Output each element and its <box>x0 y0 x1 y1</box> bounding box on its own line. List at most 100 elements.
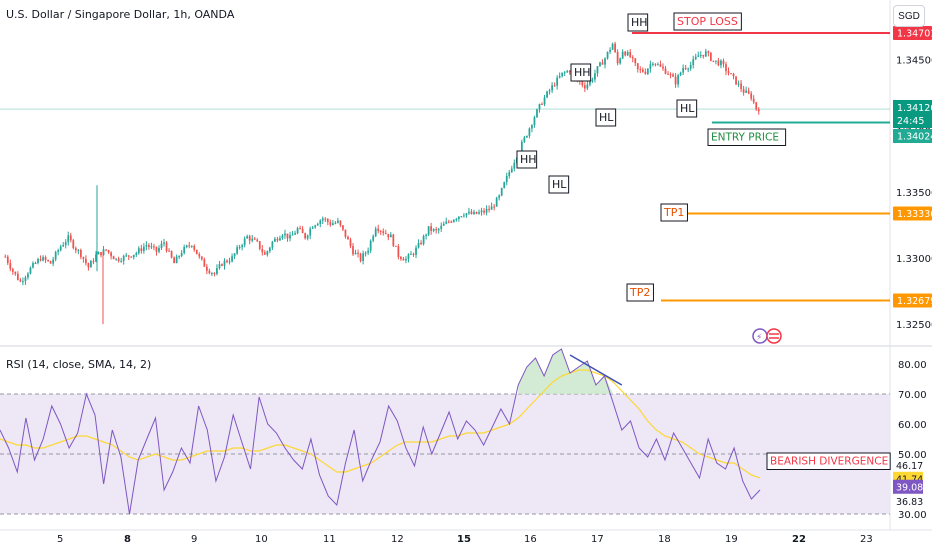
time-tick-label: 15 <box>457 534 471 545</box>
candle-body <box>284 233 286 236</box>
hl-label-3: HL <box>552 178 567 191</box>
candle-body <box>286 233 289 239</box>
candle-body <box>520 141 523 152</box>
candle-body <box>95 254 97 262</box>
currency-button[interactable]: SGD <box>893 5 925 27</box>
candle-body <box>268 247 271 252</box>
candle-body <box>712 60 715 62</box>
candle-body <box>24 277 27 282</box>
candle-body <box>498 195 501 198</box>
current-price-tag: 1.34126 <box>897 103 932 114</box>
candle-body <box>213 273 216 275</box>
candle-body <box>271 241 274 248</box>
candle-body <box>614 43 616 52</box>
candle-body <box>135 253 138 255</box>
rsi-purple-tag: 39.08 <box>896 482 923 493</box>
candle-body <box>417 242 420 248</box>
candle-body <box>331 223 334 226</box>
candle-body <box>394 245 397 247</box>
candle-body <box>178 256 181 258</box>
candle-body <box>163 242 165 244</box>
time-tick-label: 22 <box>792 534 806 545</box>
candle-body <box>374 228 377 237</box>
time-tick-label: 5 <box>57 534 63 545</box>
price-tick-label: 1.33500 <box>896 188 932 199</box>
tp1-price-tag: 1.33336 <box>897 209 932 220</box>
candle-body <box>389 234 392 238</box>
entry-price-tag-bg <box>893 129 932 143</box>
candle-body <box>687 68 690 70</box>
candle-body <box>130 256 133 258</box>
candle-body <box>636 63 639 70</box>
candle-body <box>626 51 629 56</box>
candle-body <box>581 81 584 86</box>
candle-body <box>397 246 400 257</box>
time-tick-label: 9 <box>191 534 197 545</box>
current-price-tag-bg <box>893 100 932 128</box>
candle-body <box>432 229 435 231</box>
candle-body <box>349 239 352 247</box>
candle-body <box>266 251 269 255</box>
candle-body <box>148 245 150 247</box>
time-tick-label: 18 <box>658 534 671 545</box>
candle-body <box>362 253 364 261</box>
rsi-tick-label: 30.00 <box>898 510 927 521</box>
candle-body <box>455 218 458 220</box>
candle-body <box>400 256 402 259</box>
candle-body <box>654 63 657 65</box>
entry-price-tag: 1.34024 <box>897 132 932 143</box>
candle-body <box>92 260 95 262</box>
candle-body <box>180 252 183 257</box>
candle-body <box>352 246 354 255</box>
candle-body <box>27 273 29 278</box>
candle-body <box>354 252 357 255</box>
candle-body <box>4 256 7 258</box>
rsi-ma-value-label-bg <box>893 458 923 473</box>
candle-body <box>410 253 412 255</box>
candle-body <box>445 221 448 224</box>
candle-body <box>704 51 707 57</box>
candle-body <box>513 162 516 169</box>
candle-body <box>369 240 372 251</box>
candle-body <box>667 73 669 75</box>
bearish-divergence-label: BEARISH DIVERGENCE <box>770 456 888 468</box>
candle-body <box>596 66 599 74</box>
candle-body <box>296 228 299 234</box>
candle-body <box>594 73 596 80</box>
candle-body <box>495 197 498 207</box>
hh-label-2-box <box>570 63 592 82</box>
candle-body <box>662 66 664 69</box>
candle-body <box>193 245 196 250</box>
candle-body <box>634 58 637 64</box>
us-flag-icon <box>766 328 782 344</box>
candle-body <box>102 249 105 256</box>
candle-body <box>311 227 314 229</box>
time-tick-label: 16 <box>524 534 537 545</box>
candle-body <box>100 252 102 256</box>
entry-price-label: ENTRY PRICE <box>711 132 779 144</box>
candle-body <box>183 246 186 253</box>
hh-label-3: HH <box>520 153 537 166</box>
candle-body <box>67 235 70 243</box>
candle-body <box>649 64 652 69</box>
candle-body <box>188 245 191 247</box>
candle-body <box>79 249 82 257</box>
candle-body <box>137 248 140 254</box>
rsi-tick-label: 70.00 <box>898 390 927 401</box>
candle-body <box>299 228 301 230</box>
candle-body <box>205 266 208 271</box>
rsi-ma-value-label: 46.17 <box>896 461 923 472</box>
candle-body <box>39 259 42 261</box>
tp2-label-box <box>626 283 654 302</box>
candle-body <box>475 211 478 214</box>
candle-body <box>326 219 329 223</box>
candle-body <box>470 211 473 215</box>
candle-body <box>42 257 44 261</box>
countdown-label: 24:45 <box>897 116 924 127</box>
rsi-low-label: 36.83 <box>896 497 923 508</box>
candle-body <box>367 250 370 253</box>
candle-body <box>132 254 135 258</box>
candle-body <box>402 258 405 261</box>
candle-body <box>155 246 158 252</box>
